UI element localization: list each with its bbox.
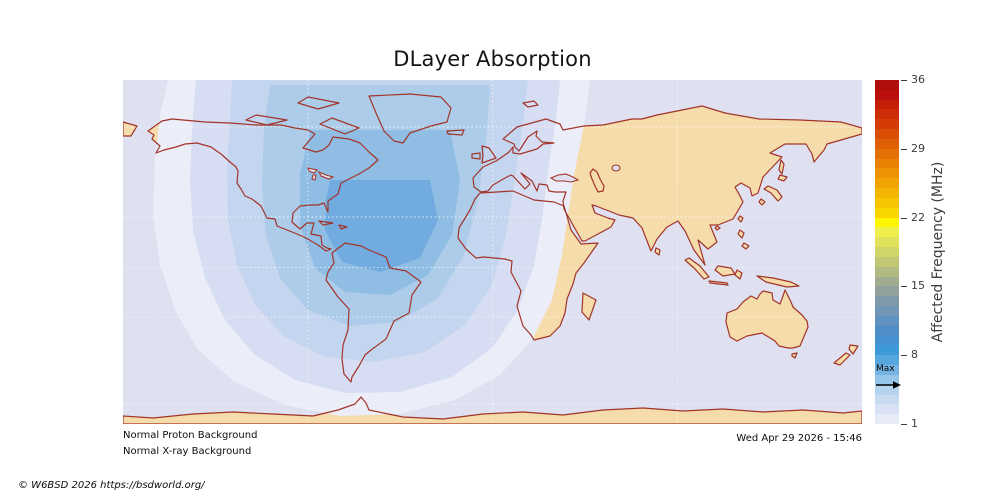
colorbar-segment [875, 168, 899, 178]
colorbar-tick-mark [901, 149, 907, 150]
colorbar-segment [875, 208, 899, 218]
colorbar-segment [875, 139, 899, 149]
dlayer-absorption-figure: DLayer Absorption [0, 0, 1000, 500]
colorbar-segment [875, 90, 899, 100]
colorbar-segment [875, 404, 899, 414]
colorbar-tick-label: 36 [911, 73, 925, 86]
colorbar-tick-label: 22 [911, 211, 925, 224]
colorbar-segment [875, 267, 899, 277]
colorbar-segment [875, 149, 899, 159]
colorbar-tick-label: 15 [911, 279, 925, 292]
colorbar-tick-mark [901, 218, 907, 219]
colorbar-segment [875, 247, 899, 257]
colorbar-segment [875, 316, 899, 326]
max-label: Max [876, 364, 902, 374]
colorbar-segment [875, 178, 899, 188]
colorbar-segment [875, 109, 899, 119]
colorbar-segment [875, 345, 899, 355]
colorbar-segment [875, 326, 899, 336]
colorbar-axis-label: Affected Frequency (MHz) [930, 162, 946, 343]
colorbar-segment [875, 159, 899, 169]
colorbar-tick-label: 29 [911, 142, 925, 155]
colorbar-segment [875, 286, 899, 296]
colorbar-tick-mark [901, 424, 907, 425]
colorbar-segment [875, 257, 899, 267]
xray-background-status: Normal X-ray Background [123, 444, 257, 460]
colorbar-segment [875, 188, 899, 198]
colorbar-tick-mark [901, 355, 907, 356]
colorbar-segment [875, 80, 899, 90]
proton-background-status: Normal Proton Background [123, 428, 257, 444]
colorbar-segment [875, 227, 899, 237]
colorbar-segment [875, 336, 899, 346]
colorbar-segment [875, 129, 899, 139]
background-status: Normal Proton Background Normal X-ray Ba… [123, 428, 257, 459]
colorbar-segment [875, 277, 899, 287]
colorbar-segment [875, 395, 899, 405]
colorbar-tick-label: 1 [911, 417, 918, 430]
map-canvas [123, 80, 862, 424]
colorbar-tick-mark [901, 286, 907, 287]
colorbar-tick-mark [901, 80, 907, 81]
colorbar-segment [875, 237, 899, 247]
colorbar-segment [875, 198, 899, 208]
colorbar-segment [875, 218, 899, 228]
max-arrow-icon [876, 380, 902, 389]
max-frequency-annotation: Max [876, 364, 902, 393]
colorbar-segment [875, 414, 899, 424]
colorbar-segment [875, 306, 899, 316]
colorbar-segment [875, 119, 899, 129]
world-absorption-map [123, 80, 862, 424]
colorbar-segment [875, 296, 899, 306]
copyright-notice: © W6BSD 2026 https://bsdworld.org/ [18, 480, 205, 491]
map-timestamp: Wed Apr 29 2026 - 15:46 [562, 433, 862, 444]
page-title: DLayer Absorption [123, 47, 862, 71]
colorbar-tick-label: 8 [911, 348, 918, 361]
colorbar-segment [875, 100, 899, 110]
